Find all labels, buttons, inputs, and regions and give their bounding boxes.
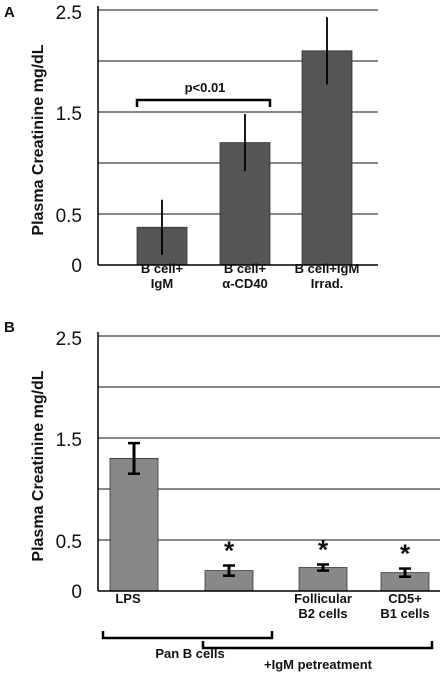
bar xyxy=(109,457,159,592)
y-tick-label: 2.5 xyxy=(56,329,82,350)
significance-star: * xyxy=(318,534,329,564)
panel-a: A Plasma Creatinine mg/dL 0 0.5 1.5 2.5 … xyxy=(4,3,378,291)
y-tick-label: 2.5 xyxy=(56,3,82,24)
significance-star: * xyxy=(224,536,235,566)
bar xyxy=(301,50,353,266)
category-label: CD5+ xyxy=(388,591,422,606)
y-tick-label: 1.5 xyxy=(56,104,82,125)
significance-annotation: p<0.01 xyxy=(185,80,226,95)
group-label-pan-b-cells: Pan B cells xyxy=(155,646,224,661)
panel-b: B Plasma Creatinine mg/dL 0 0.5 1.5 2.5 … xyxy=(4,319,440,672)
category-label: B cell+IgM xyxy=(295,261,360,276)
significance-bracket xyxy=(135,98,272,107)
y-tick-label: 0.5 xyxy=(56,206,82,227)
y-tick-label: 0 xyxy=(71,256,82,277)
y-axis-label: Plasma Creatinine mg/dL xyxy=(30,370,47,561)
category-label: B cell+ xyxy=(224,261,267,276)
category-label: α-CD40 xyxy=(222,276,268,291)
category-label: Irrad. xyxy=(311,276,344,291)
group-label-igm-pretreatment: +IgM petreatment xyxy=(264,657,373,672)
y-tick-label: 1.5 xyxy=(56,430,82,451)
category-label: LPS xyxy=(115,591,141,606)
y-tick-label: 0.5 xyxy=(56,532,82,553)
panel-letter: A xyxy=(4,4,15,21)
category-label: B cell+ xyxy=(141,261,184,276)
y-axis-label: Plasma Creatinine mg/dL xyxy=(30,44,47,235)
category-label: B1 cells xyxy=(380,606,429,621)
panel-letter: B xyxy=(4,319,15,336)
category-label: Follicular xyxy=(294,591,352,606)
category-label: B2 cells xyxy=(298,606,347,621)
group-bracket xyxy=(201,641,434,650)
significance-star: * xyxy=(400,539,411,569)
category-label: IgM xyxy=(151,276,173,291)
y-tick-label: 0 xyxy=(71,582,82,603)
group-bracket xyxy=(101,631,274,640)
